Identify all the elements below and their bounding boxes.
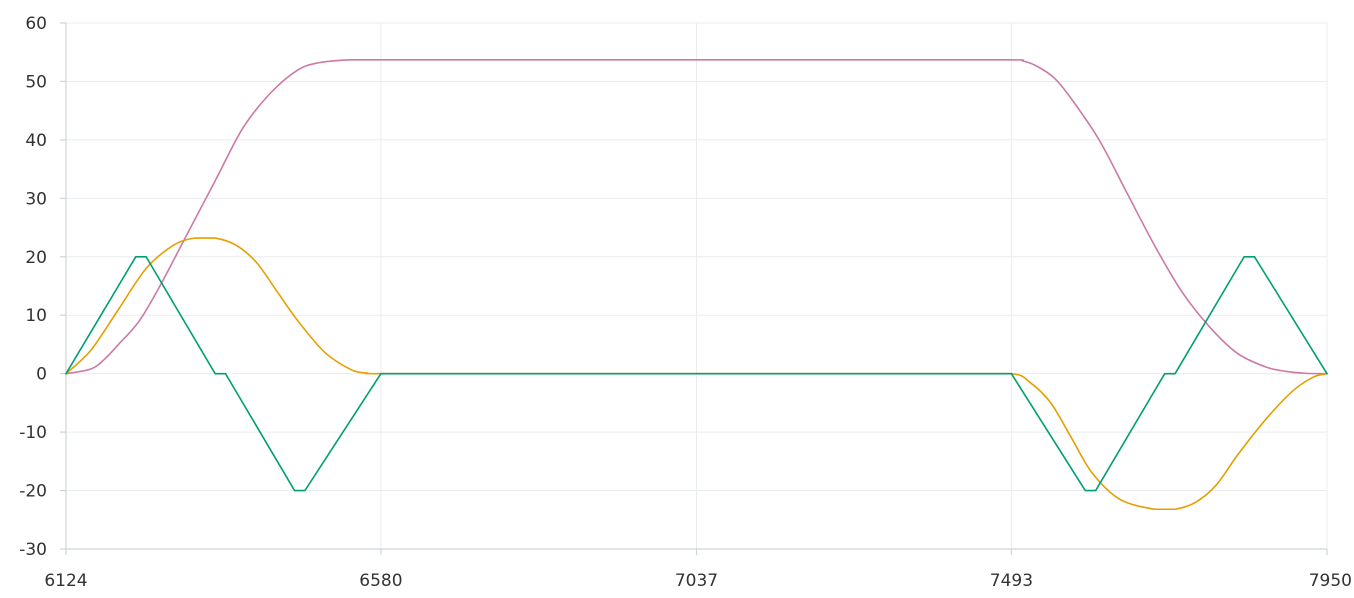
- x-tick-label: 6124: [44, 571, 87, 591]
- x-tick-label: 7950: [1309, 571, 1352, 591]
- axes: [60, 22, 1328, 555]
- x-tick-label: 6580: [359, 571, 402, 591]
- y-tick-label: -10: [19, 423, 47, 443]
- y-tick-label: 60: [25, 14, 47, 34]
- x-tick-label: 7493: [990, 571, 1033, 591]
- y-tick-label: 30: [25, 189, 47, 209]
- y-tick-label: -30: [19, 540, 47, 560]
- series-layer: [65, 59, 1328, 511]
- y-tick-label: 0: [36, 365, 47, 385]
- y-tick-label: 20: [25, 248, 47, 268]
- y-tick-label: 50: [25, 72, 47, 92]
- series-line-3: [65, 255, 1328, 492]
- y-tick-label: 40: [25, 131, 47, 151]
- series-line-1: [65, 59, 1328, 375]
- y-tick-label: -20: [19, 482, 47, 502]
- grid: [66, 22, 1328, 549]
- tick-labels: -30 -20 -10 0 10 20 30 40 50 60 6124 6580 7037 7493 79…: [19, 14, 1352, 591]
- y-tick-label: 10: [25, 306, 47, 326]
- x-tick-label: 7037: [675, 571, 718, 591]
